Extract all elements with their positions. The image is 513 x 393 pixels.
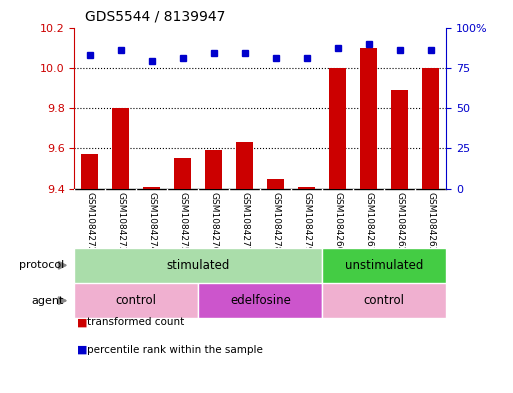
Bar bbox=[143, 187, 161, 189]
Bar bbox=[74, 248, 322, 283]
Text: GDS5544 / 8139947: GDS5544 / 8139947 bbox=[85, 9, 225, 24]
Text: GSM1084278: GSM1084278 bbox=[271, 191, 280, 252]
Text: GSM1084262: GSM1084262 bbox=[396, 191, 404, 252]
Text: control: control bbox=[116, 294, 157, 307]
Text: GSM1084279: GSM1084279 bbox=[302, 191, 311, 252]
Text: GSM1084261: GSM1084261 bbox=[364, 191, 373, 252]
Bar bbox=[267, 178, 284, 189]
Bar bbox=[360, 48, 378, 189]
Bar bbox=[236, 142, 253, 189]
Text: edelfosine: edelfosine bbox=[230, 294, 291, 307]
Bar bbox=[322, 283, 446, 318]
Text: GSM1084273: GSM1084273 bbox=[116, 191, 125, 252]
Text: GSM1084276: GSM1084276 bbox=[209, 191, 219, 252]
Bar bbox=[391, 90, 408, 189]
Text: GSM1084263: GSM1084263 bbox=[426, 191, 436, 252]
Bar bbox=[112, 108, 129, 189]
Bar bbox=[205, 151, 222, 189]
Text: ■: ■ bbox=[77, 345, 87, 355]
Bar bbox=[174, 158, 191, 189]
Text: transformed count: transformed count bbox=[87, 317, 185, 327]
Text: protocol: protocol bbox=[19, 260, 64, 270]
Text: GSM1084275: GSM1084275 bbox=[179, 191, 187, 252]
Text: stimulated: stimulated bbox=[167, 259, 230, 272]
Bar bbox=[329, 68, 346, 189]
Bar bbox=[199, 283, 322, 318]
Text: percentile rank within the sample: percentile rank within the sample bbox=[87, 345, 263, 355]
Text: agent: agent bbox=[32, 296, 64, 306]
Text: control: control bbox=[364, 294, 405, 307]
Text: unstimulated: unstimulated bbox=[345, 259, 424, 272]
Bar bbox=[82, 154, 98, 189]
Text: GSM1084260: GSM1084260 bbox=[333, 191, 342, 252]
Text: GSM1084277: GSM1084277 bbox=[241, 191, 249, 252]
Text: ■: ■ bbox=[77, 317, 87, 327]
Text: GSM1084274: GSM1084274 bbox=[147, 191, 156, 252]
Bar bbox=[322, 248, 446, 283]
Bar bbox=[299, 187, 315, 189]
Bar bbox=[74, 283, 199, 318]
Text: GSM1084272: GSM1084272 bbox=[85, 191, 94, 252]
Bar bbox=[422, 68, 439, 189]
